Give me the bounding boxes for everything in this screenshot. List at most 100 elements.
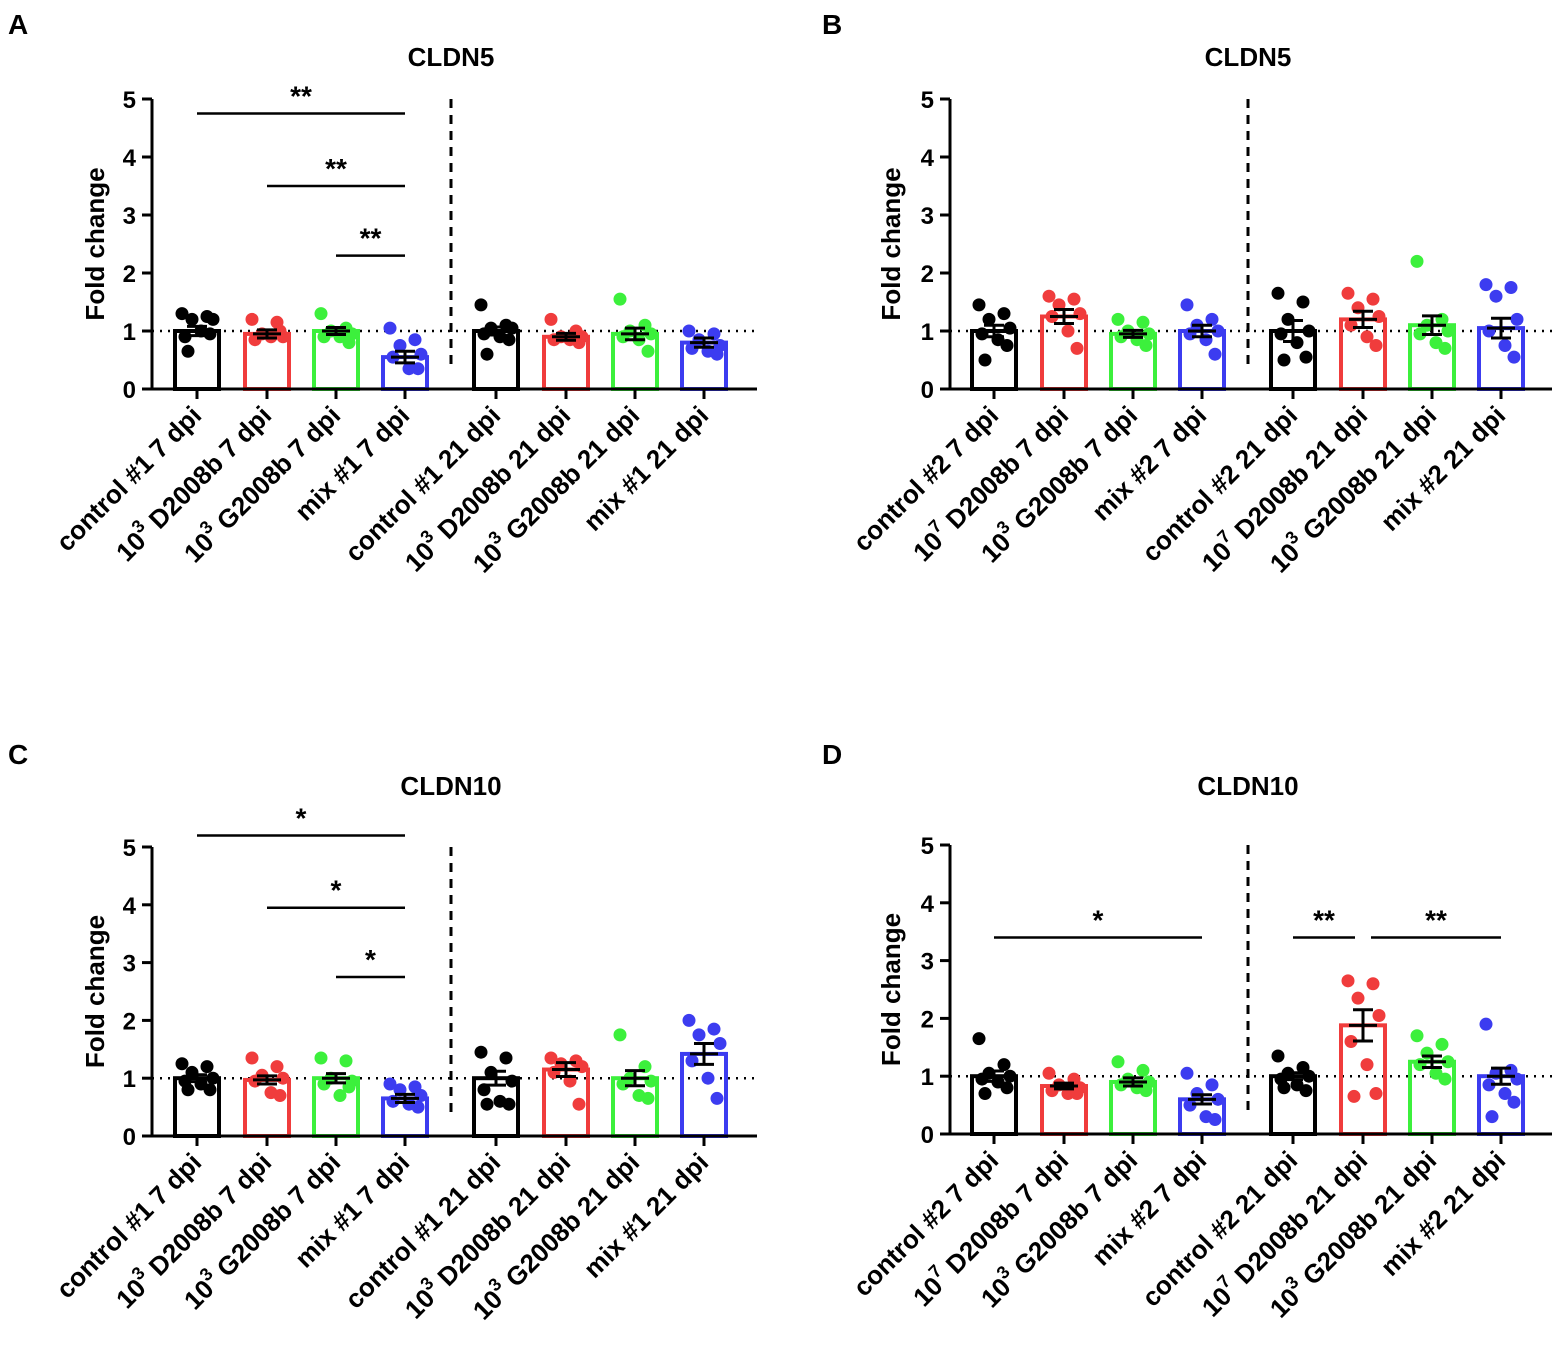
data-point xyxy=(982,312,996,326)
data-point xyxy=(997,1058,1011,1072)
data-point xyxy=(616,330,630,344)
data-point xyxy=(1510,312,1524,326)
significance-label: ** xyxy=(360,223,382,254)
significance-label: ** xyxy=(1425,904,1447,935)
data-point xyxy=(1507,1095,1521,1109)
data-point xyxy=(1271,1049,1285,1063)
y-tick-label: 2 xyxy=(123,261,136,288)
data-point xyxy=(978,353,992,367)
data-point xyxy=(181,344,195,358)
data-point xyxy=(411,362,425,376)
data-point xyxy=(1208,1113,1222,1127)
data-point xyxy=(713,1037,727,1051)
data-point xyxy=(1208,347,1222,361)
data-point xyxy=(175,1057,189,1071)
significance-label: ** xyxy=(290,81,312,112)
data-point xyxy=(616,1077,630,1091)
data-point xyxy=(1351,991,1365,1005)
data-point xyxy=(505,1074,519,1088)
y-tick-label: 0 xyxy=(123,1124,136,1151)
data-point xyxy=(1277,1081,1291,1095)
chart-title: CLDN10 xyxy=(1197,771,1298,801)
data-point xyxy=(474,298,488,312)
data-point xyxy=(248,333,262,347)
data-point xyxy=(314,307,328,321)
y-tick-label: 5 xyxy=(123,835,136,862)
data-point xyxy=(544,1051,558,1065)
data-point xyxy=(1000,1081,1014,1095)
data-point xyxy=(383,1077,397,1091)
data-point xyxy=(181,1083,195,1097)
chart-title: CLDN5 xyxy=(408,42,495,72)
data-point xyxy=(505,321,519,335)
data-point xyxy=(499,1051,513,1065)
data-point xyxy=(1136,1063,1150,1077)
data-point xyxy=(270,1060,284,1074)
y-tick-label: 1 xyxy=(123,319,136,346)
data-point xyxy=(997,307,1011,321)
y-tick-label: 5 xyxy=(921,833,934,860)
y-axis-label: Fold change xyxy=(876,167,906,320)
data-point xyxy=(1073,307,1087,321)
data-point xyxy=(1485,1110,1499,1124)
data-point xyxy=(1299,350,1313,364)
significance-label: * xyxy=(365,944,376,975)
data-point xyxy=(1482,324,1496,338)
y-tick-label: 5 xyxy=(123,87,136,114)
data-point xyxy=(1410,254,1424,268)
y-axis-label: Fold change xyxy=(80,915,110,1068)
data-point xyxy=(1441,1055,1455,1069)
data-point xyxy=(1003,1069,1017,1083)
data-point xyxy=(206,312,220,326)
data-point xyxy=(972,298,986,312)
y-tick-label: 1 xyxy=(921,319,934,346)
panel-letter: C xyxy=(8,739,28,770)
y-tick-label: 0 xyxy=(921,377,934,404)
data-point xyxy=(710,347,724,361)
data-point xyxy=(1482,1078,1496,1092)
data-point xyxy=(613,1028,627,1042)
y-tick-label: 1 xyxy=(921,1064,934,1091)
panel-letter: B xyxy=(822,9,842,40)
y-tick-label: 2 xyxy=(921,1006,934,1033)
data-point xyxy=(276,1071,290,1085)
y-tick-label: 4 xyxy=(123,893,137,920)
data-point xyxy=(1299,1084,1313,1098)
data-point xyxy=(1211,324,1225,338)
data-point xyxy=(1139,339,1153,352)
y-tick-label: 3 xyxy=(921,949,934,976)
data-point xyxy=(1341,974,1355,988)
data-point xyxy=(185,312,199,326)
data-point xyxy=(975,327,989,341)
data-point xyxy=(1438,341,1452,355)
data-point xyxy=(701,1071,715,1085)
data-point xyxy=(1341,286,1355,300)
panel-letter: A xyxy=(8,9,28,40)
data-point xyxy=(1413,327,1427,341)
data-point xyxy=(1142,327,1156,341)
data-point xyxy=(1205,1078,1219,1092)
panel-letter: D xyxy=(822,739,842,770)
data-point xyxy=(1180,1066,1194,1080)
data-point xyxy=(1296,295,1310,309)
data-point xyxy=(1042,289,1056,303)
data-point xyxy=(1441,324,1455,338)
data-point xyxy=(1504,281,1518,294)
data-point xyxy=(480,1097,494,1111)
data-point xyxy=(1003,321,1017,335)
data-point xyxy=(1042,1066,1056,1080)
data-point xyxy=(1438,1072,1452,1086)
data-point xyxy=(1111,312,1125,326)
data-point xyxy=(1510,1072,1524,1086)
chart-title: CLDN10 xyxy=(400,771,501,801)
data-point xyxy=(707,1022,721,1036)
data-point xyxy=(1274,327,1288,341)
data-point xyxy=(644,1074,658,1088)
data-point xyxy=(1369,1087,1383,1101)
data-point xyxy=(1344,1035,1358,1049)
data-point xyxy=(685,341,699,355)
data-point xyxy=(1479,1017,1493,1031)
data-point xyxy=(1366,292,1380,306)
data-point xyxy=(245,312,259,326)
